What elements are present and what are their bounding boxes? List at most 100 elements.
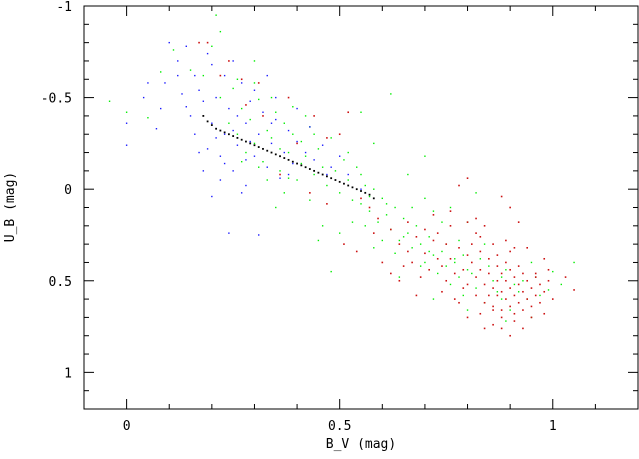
data-point [125, 144, 128, 146]
data-point [483, 301, 486, 304]
data-point [509, 305, 511, 308]
data-point [441, 265, 443, 267]
data-point [257, 146, 260, 148]
data-point [296, 142, 298, 145]
data-point [338, 180, 341, 183]
data-point [296, 140, 298, 143]
data-point [330, 137, 332, 139]
data-point [279, 148, 281, 150]
data-point [381, 239, 384, 242]
data-point [223, 131, 226, 134]
data-point [522, 280, 524, 282]
data-point [360, 173, 362, 176]
data-point [483, 283, 486, 286]
x-tick-labels: 0 0.5 1 [123, 419, 557, 434]
data-point [492, 243, 494, 245]
data-point [321, 166, 324, 168]
data-point [240, 78, 243, 81]
data-point [522, 290, 524, 293]
data-point [360, 190, 362, 192]
data-point [309, 192, 311, 194]
x-tick-label: 0 [123, 419, 131, 434]
data-point [445, 243, 448, 245]
data-point [232, 87, 234, 90]
data-point [266, 179, 268, 181]
data-point [189, 115, 192, 117]
data-point [198, 89, 200, 91]
data-point [492, 323, 494, 326]
x-tick-label: 1 [549, 419, 557, 434]
data-point [232, 129, 234, 132]
data-point [475, 232, 477, 234]
data-point [509, 287, 511, 289]
data-point [509, 206, 511, 209]
data-point [326, 137, 328, 139]
data-point [373, 142, 375, 145]
data-point [500, 272, 503, 275]
data-point [147, 117, 149, 119]
data-point [534, 276, 537, 278]
data-point [317, 239, 320, 242]
data-point [479, 268, 482, 271]
data-point [245, 104, 247, 106]
data-point [441, 250, 443, 253]
data-point [257, 82, 260, 84]
data-point [513, 276, 516, 278]
data-point [539, 301, 541, 304]
data-point [304, 151, 307, 154]
data-point [215, 14, 217, 16]
data-point [240, 192, 243, 194]
data-point [364, 191, 367, 194]
data-point [377, 221, 379, 223]
data-point [317, 148, 320, 150]
data-point [424, 261, 426, 264]
data-point [313, 169, 316, 172]
data-point [398, 243, 401, 245]
data-point [185, 45, 187, 47]
data-point [475, 294, 477, 297]
data-point [249, 140, 251, 143]
data-point [522, 309, 524, 311]
data-point [505, 320, 507, 322]
data-point [500, 309, 503, 311]
data-point [496, 265, 499, 267]
data-point [492, 305, 494, 308]
data-point [168, 41, 170, 44]
data-point [270, 122, 273, 124]
data-point [466, 283, 469, 286]
data-point [343, 159, 345, 161]
data-point [351, 221, 354, 223]
data-point [402, 217, 405, 220]
data-point [543, 257, 546, 260]
data-point [466, 254, 469, 256]
data-point [428, 268, 430, 271]
data-point [372, 232, 375, 234]
data-point [488, 257, 490, 260]
data-point [287, 177, 290, 179]
data-point [454, 261, 456, 264]
data-point [219, 30, 222, 33]
data-point [292, 106, 294, 108]
data-point [360, 203, 362, 205]
y-axis-label: U_B (mag) [3, 172, 18, 242]
data-point [287, 96, 290, 99]
data-point [500, 290, 503, 293]
data-point [432, 210, 435, 212]
data-point [321, 225, 324, 227]
data-point [351, 199, 354, 201]
data-point [355, 188, 358, 191]
data-point [309, 199, 311, 201]
data-point [249, 118, 251, 121]
data-point [419, 276, 422, 278]
data-point [488, 272, 490, 275]
data-point [313, 133, 315, 135]
data-point [360, 188, 362, 190]
data-point [479, 250, 482, 253]
data-point [228, 60, 230, 62]
data-point [202, 170, 205, 172]
data-point [496, 291, 499, 293]
data-point [505, 239, 507, 242]
data-point [334, 179, 337, 181]
data-point [398, 239, 401, 242]
